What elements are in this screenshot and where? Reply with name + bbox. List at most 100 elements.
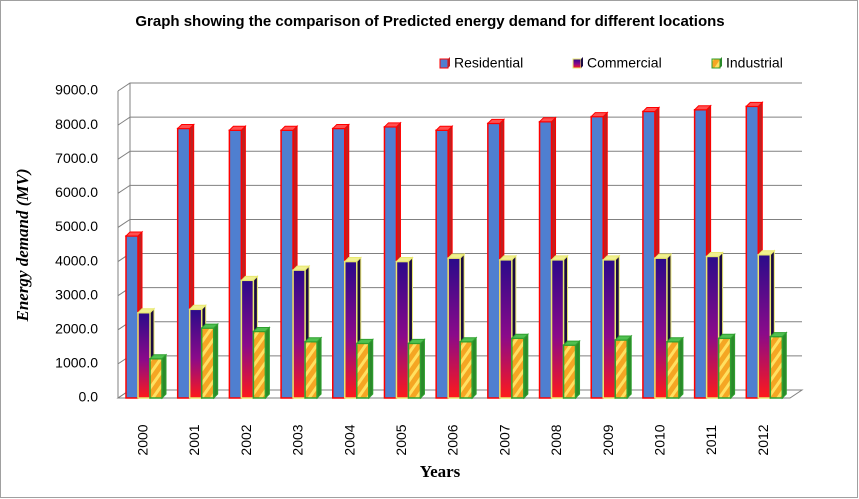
y-tick-label: 8000.0 (55, 116, 98, 132)
bar-front (435, 129, 449, 399)
bar-front (614, 339, 628, 399)
y-tick-label: 1000.0 (55, 355, 98, 371)
y-tick-label: 9000.0 (55, 82, 98, 98)
bar (614, 334, 633, 400)
bar-top (458, 337, 478, 343)
bar-top (550, 255, 569, 261)
grid-line (117, 150, 802, 160)
bar-top (562, 340, 581, 346)
bar (407, 338, 426, 400)
bar-front (240, 279, 255, 399)
legend-swatch-face (572, 58, 582, 69)
y-tick-label: 6000.0 (55, 184, 98, 200)
y-tick-label: 4000.0 (55, 252, 98, 268)
bar-front (693, 109, 708, 399)
bar-top (252, 326, 271, 332)
bar-top (228, 125, 247, 131)
legend-swatch-side (581, 57, 583, 68)
y-tick-label: 5000.0 (55, 218, 98, 234)
bar (717, 333, 736, 400)
bar-front (666, 340, 680, 399)
bar-front (176, 127, 191, 399)
x-tick-label: 2004 (341, 424, 357, 455)
x-tick-label: 2008 (548, 424, 564, 455)
bar-front (769, 335, 784, 399)
bar-front (149, 358, 163, 399)
bar (562, 339, 581, 400)
bar-top (510, 333, 530, 339)
bar (252, 326, 271, 400)
bar-front (200, 327, 215, 399)
bar (665, 336, 685, 400)
bar-top (446, 253, 466, 259)
bar-front (344, 260, 358, 399)
bar-front (717, 337, 732, 399)
bar (641, 106, 661, 400)
bar-top (395, 257, 414, 263)
bar-top (355, 338, 374, 344)
x-tick-label: 2005 (393, 424, 409, 455)
bar (176, 123, 195, 400)
legend-swatch (572, 57, 583, 69)
bar-front (407, 342, 422, 399)
grid-line (117, 116, 802, 126)
bar-top (407, 338, 426, 344)
x-tick-label: 2000 (135, 424, 151, 455)
y-tick-label: 0.0 (79, 389, 99, 405)
x-tick-label: 2009 (600, 424, 616, 455)
x-tick-label: 2003 (290, 424, 306, 455)
legend-swatch-face (711, 58, 721, 69)
legend-swatch (439, 57, 450, 69)
bar-front (125, 235, 139, 399)
bar-top (434, 125, 454, 131)
bar-top (383, 122, 402, 128)
bar-front (745, 105, 760, 399)
bar-front (705, 255, 720, 399)
bar-top (136, 308, 156, 314)
bar (303, 336, 323, 400)
bar-front (499, 259, 513, 399)
bar-front (562, 344, 577, 399)
bar-front (252, 330, 267, 399)
bar-front (188, 308, 203, 399)
legend-label: Industrial (726, 55, 783, 71)
bar-front (137, 311, 151, 399)
x-tick-label: 2006 (445, 424, 461, 455)
grid-line (117, 184, 802, 194)
bar-top (653, 253, 673, 259)
bar-front (304, 340, 318, 399)
bar-top (200, 323, 219, 329)
bar (693, 104, 712, 400)
legend-label: Commercial (587, 55, 662, 71)
bar-top (124, 231, 144, 237)
bar-front (332, 127, 346, 399)
bar-front (757, 253, 772, 399)
y-tick-label: 7000.0 (55, 150, 98, 166)
bar-front (228, 129, 243, 399)
bar-top (148, 354, 168, 360)
bar (510, 333, 530, 400)
bar-top (498, 255, 518, 261)
bar (355, 338, 374, 400)
x-tick-label: 2002 (238, 424, 254, 455)
bar-top (665, 337, 685, 343)
bar-top (240, 275, 259, 281)
bar (200, 322, 219, 400)
bar-front (538, 120, 553, 399)
bar-front (642, 110, 656, 399)
bar-top (538, 117, 557, 123)
bar-front (356, 342, 370, 399)
y-axis-label: Energy demand (MV) (13, 169, 32, 323)
x-tick-label: 2011 (703, 425, 719, 455)
x-tick-label: 2010 (651, 424, 667, 455)
bar-front (654, 257, 668, 399)
x-tick-label: 2012 (755, 424, 771, 455)
bar (769, 331, 788, 400)
bar-top (291, 265, 311, 271)
bar-top (590, 112, 609, 118)
bar-front (590, 115, 604, 399)
y-tick-label: 2000.0 (55, 320, 98, 336)
